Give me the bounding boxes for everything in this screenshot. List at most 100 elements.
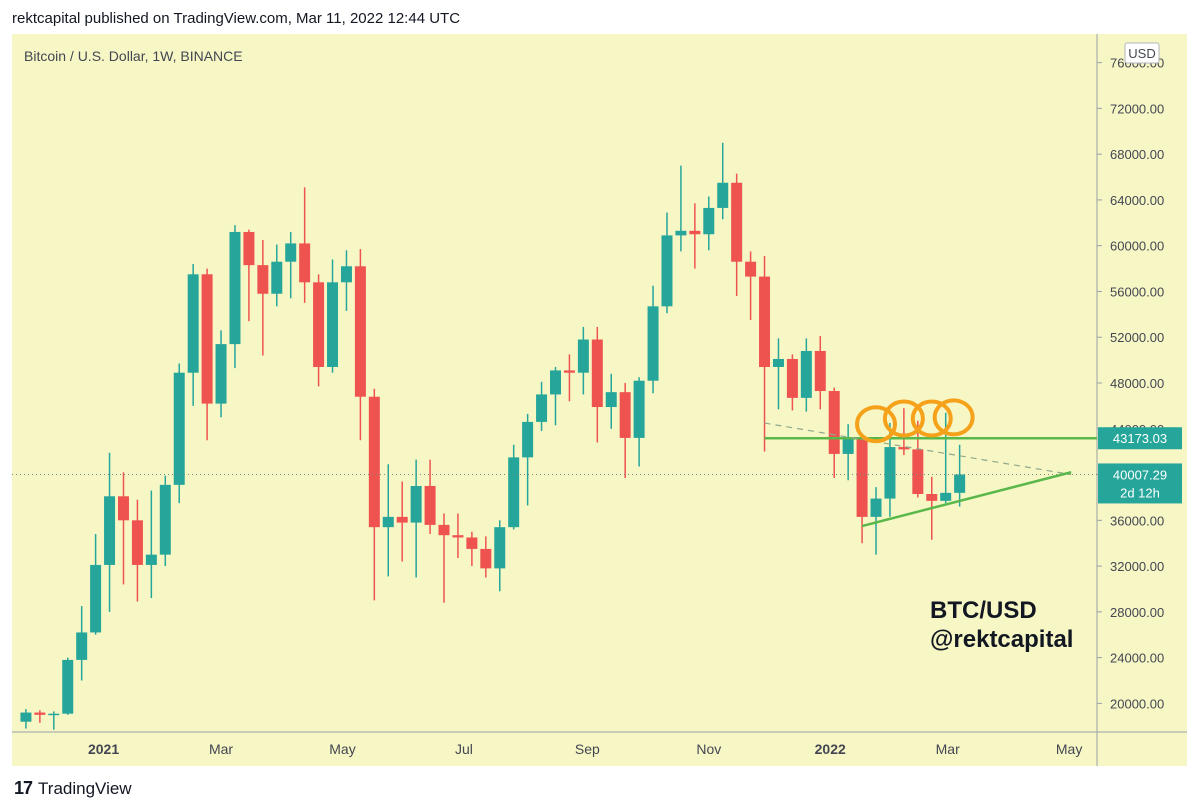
- candle-body: [494, 527, 506, 569]
- candlestick-chart[interactable]: Bitcoin / U.S. Dollar, 1W, BINANCE 20000…: [12, 34, 1187, 766]
- candle-body: [675, 230, 687, 236]
- chart-svg[interactable]: Bitcoin / U.S. Dollar, 1W, BINANCE 20000…: [12, 34, 1187, 766]
- y-tick-label: 24000.00: [1110, 651, 1164, 666]
- candle: [577, 326, 589, 395]
- candle: [745, 251, 757, 321]
- candle-body: [536, 394, 548, 422]
- candle-body: [299, 243, 311, 283]
- candle-body: [201, 274, 213, 404]
- candle: [619, 383, 631, 478]
- x-tick-label: May: [1056, 741, 1082, 757]
- tradingview-brand[interactable]: TradingView: [38, 778, 132, 798]
- candle-body: [257, 265, 269, 294]
- candle: [396, 481, 408, 562]
- countdown-label: 2d 12h: [1120, 485, 1160, 500]
- candle-body: [438, 524, 450, 536]
- x-tick-label: Jul: [455, 741, 473, 757]
- candle-body: [508, 457, 520, 528]
- symbol-label: Bitcoin / U.S. Dollar, 1W, BINANCE: [24, 48, 243, 64]
- candle: [912, 420, 924, 498]
- candle-body: [605, 392, 617, 408]
- candle-body: [187, 274, 199, 373]
- x-axis-background: [12, 732, 1097, 766]
- candle-body: [382, 516, 394, 528]
- candle-body: [354, 266, 366, 397]
- candle-body: [703, 207, 715, 235]
- candle-body: [466, 537, 478, 549]
- candle: [299, 187, 311, 303]
- candle: [786, 354, 798, 411]
- candle-body: [828, 391, 840, 454]
- watermark-line-2: @rektcapital: [930, 626, 1073, 653]
- candle: [257, 239, 269, 356]
- x-tick-label: 2022: [815, 741, 846, 757]
- y-tick-label: 68000.00: [1110, 147, 1164, 162]
- candle: [382, 464, 394, 577]
- x-tick-label: Mar: [209, 741, 233, 757]
- candle: [661, 212, 673, 314]
- candle: [633, 377, 645, 467]
- x-tick-label: May: [329, 741, 355, 757]
- candle-body: [229, 231, 241, 345]
- candles-layer: [20, 142, 966, 730]
- candle: [731, 173, 743, 297]
- candle: [759, 255, 771, 452]
- candle-body: [327, 282, 339, 367]
- y-tick-label: 28000.00: [1110, 605, 1164, 620]
- candle: [717, 142, 729, 220]
- footer: 17 TradingView: [14, 778, 132, 799]
- candle-body: [633, 380, 645, 438]
- candle-body: [452, 535, 464, 538]
- candle: [828, 387, 840, 478]
- candle: [368, 388, 380, 601]
- candle-body: [772, 358, 784, 367]
- y-tick-label: 48000.00: [1110, 376, 1164, 391]
- candle-body: [884, 447, 896, 499]
- candle: [145, 490, 157, 599]
- candle: [522, 413, 534, 506]
- candle-body: [173, 372, 185, 485]
- y-tick-label: 20000.00: [1110, 696, 1164, 711]
- y-tick-label: 72000.00: [1110, 101, 1164, 116]
- candle-body: [619, 392, 631, 438]
- x-tick-label: Sep: [575, 741, 600, 757]
- candle: [354, 249, 366, 441]
- candle: [772, 338, 784, 410]
- candle-body: [145, 554, 157, 565]
- candle-body: [870, 498, 882, 517]
- candle-body: [131, 520, 143, 565]
- candle: [243, 229, 255, 322]
- candle-body: [940, 492, 952, 501]
- candle: [814, 336, 826, 410]
- current-price-tag: [1098, 463, 1182, 504]
- y-tick-label: 56000.00: [1110, 284, 1164, 299]
- y-tick-label: 32000.00: [1110, 559, 1164, 574]
- lines-layer: [12, 398, 1097, 528]
- y-tick-label: 60000.00: [1110, 239, 1164, 254]
- y-tick-label: 52000.00: [1110, 330, 1164, 345]
- axes-layer: 20000.00 24000.00 28000.00 32000.00 36000.00…: [88, 56, 1182, 757]
- candle-body: [717, 182, 729, 208]
- highlight-circle: [882, 399, 925, 438]
- candle: [549, 366, 561, 426]
- candle: [327, 259, 339, 373]
- candle: [117, 472, 129, 585]
- candle-body: [76, 632, 88, 660]
- candle-body: [90, 564, 102, 633]
- candle: [159, 475, 171, 567]
- candle-body: [591, 339, 603, 408]
- candle-body: [731, 182, 743, 262]
- candle: [842, 424, 854, 481]
- candle-body: [926, 493, 938, 501]
- candle: [20, 709, 32, 729]
- candle: [466, 531, 478, 567]
- candle-body: [800, 350, 812, 398]
- candle-body: [954, 474, 966, 493]
- candle: [104, 452, 116, 612]
- candle: [201, 268, 213, 441]
- resistance-price-label: 43173.03: [1113, 431, 1167, 446]
- candle-body: [340, 266, 352, 283]
- resistance-price-tag: [1098, 427, 1182, 450]
- candle: [438, 513, 450, 603]
- candle-body: [549, 370, 561, 395]
